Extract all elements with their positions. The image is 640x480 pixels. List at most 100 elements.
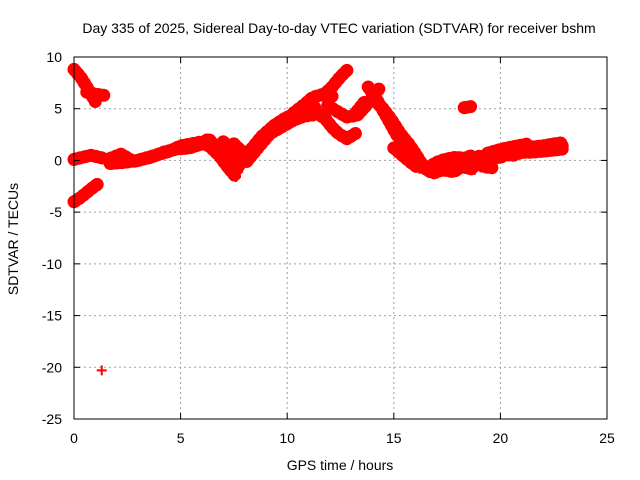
data-point-3-2 (81, 187, 92, 198)
data-point-10-3 (277, 121, 288, 132)
y-tick-label-5: 0 (54, 152, 62, 168)
data-point-8-0 (228, 138, 239, 149)
data-point-21-1 (465, 101, 476, 112)
y-axis-label: SDTVAR / TECUs (5, 183, 21, 295)
data-point-11-0 (288, 107, 299, 118)
data-point-2-2 (86, 150, 97, 161)
data-point-11-1 (299, 99, 310, 110)
series-arc-22 (457, 100, 478, 115)
data-point-16-1 (371, 94, 382, 105)
data-point-13-1 (326, 81, 337, 92)
x-tick-label-0: 0 (70, 430, 78, 446)
data-point-6-2 (132, 155, 143, 166)
data-point-25-3 (506, 147, 517, 158)
data-point-9-0 (233, 161, 244, 172)
data-point-15-0 (348, 110, 359, 121)
plot-frame (73, 56, 608, 420)
series-markers-20 (442, 158, 482, 177)
data-point-7-0 (218, 136, 229, 147)
series-arc-3 (67, 148, 111, 166)
x-tick-label-3: 15 (386, 430, 402, 446)
data-point-25-1 (484, 153, 495, 164)
data-point-10-2 (265, 128, 276, 139)
data-point-6-7 (196, 138, 207, 149)
data-point-12-2 (326, 122, 337, 133)
y-tick-label-7: 10 (46, 49, 62, 65)
x-axis-label: GPS time / hours (287, 457, 394, 473)
data-point-15-1 (358, 97, 369, 108)
data-point-21-0 (459, 102, 470, 113)
data-point-13-3 (341, 65, 352, 76)
series-arc-13 (310, 106, 362, 146)
series-arc-14 (316, 63, 354, 102)
data-point-6-1 (118, 157, 129, 168)
series-markers-13 (316, 63, 354, 102)
y-tick-label-3: -10 (42, 256, 62, 272)
data-point-10-5 (299, 110, 310, 121)
data-point-6-4 (158, 147, 169, 158)
data-point-10-1 (254, 140, 265, 151)
x-tick-label-2: 10 (279, 430, 295, 446)
data-point-0-1 (75, 71, 86, 82)
data-point-11-2 (307, 92, 318, 103)
data-point-17-1 (397, 150, 408, 161)
data-point-25-2 (495, 152, 506, 163)
x-tick-label-1: 5 (177, 430, 185, 446)
data-point-19-0 (429, 167, 440, 178)
data-point-17-2 (405, 157, 416, 168)
data-point-6-5 (171, 144, 182, 155)
series-arc-21 (442, 158, 482, 177)
data-point-12-4 (341, 133, 352, 144)
x-tick-label-4: 20 (493, 430, 509, 446)
data-point-6-8 (203, 133, 214, 144)
plot-area (67, 62, 569, 376)
data-point-26-0 (525, 141, 536, 152)
series-markers-26 (523, 139, 569, 158)
series-arc-5 (96, 365, 107, 376)
data-point-20-0 (444, 163, 455, 174)
data-point-10-0 (241, 156, 252, 167)
data-point-20-1 (452, 159, 463, 170)
data-point-25-0 (474, 151, 485, 162)
data-point-13-0 (318, 90, 329, 101)
data-point-17-0 (388, 143, 399, 154)
series-arc-2 (80, 85, 111, 102)
x-tick-label-5: 25 (599, 430, 615, 446)
data-point-1-1 (90, 89, 101, 100)
data-point-12-5 (350, 128, 361, 139)
data-point-18-2 (439, 154, 450, 165)
data-point-26-2 (546, 141, 557, 152)
data-point-12-3 (333, 128, 344, 139)
y-tick-label-1: -20 (42, 359, 62, 375)
data-point-6-0 (105, 158, 116, 169)
data-point-3-4 (92, 179, 103, 190)
data-point-6-9 (213, 145, 224, 156)
data-point-20-2 (461, 162, 472, 173)
data-point-2-1 (77, 152, 88, 163)
series-arc-11 (240, 108, 320, 168)
data-point-1-2 (98, 90, 109, 101)
data-point-14-0 (322, 100, 333, 111)
data-point-12-1 (320, 114, 331, 125)
data-point-6-6 (184, 143, 195, 154)
data-point-13-2 (335, 71, 346, 82)
chart-title: Day 335 of 2025, Sidereal Day-to-day VTE… (82, 20, 595, 36)
data-point-6-3 (145, 152, 156, 163)
data-point-26-3 (557, 140, 568, 151)
series-arc-7 (103, 132, 245, 179)
axis-ticks: 0 5 10 15 20 25 -25 -20 -15 -10 -5 0 5 10 (42, 49, 615, 446)
data-point-4-0 (96, 365, 107, 376)
series-arc-4 (67, 177, 104, 209)
data-point-3-1 (75, 192, 86, 203)
y-tick-label-0: -25 (42, 411, 62, 427)
data-point-16-0 (363, 81, 374, 92)
data-point-14-1 (331, 105, 342, 116)
y-tick-label-4: -5 (50, 204, 63, 220)
data-point-16-2 (382, 113, 393, 124)
data-point-26-1 (535, 146, 546, 157)
data-point-16-3 (390, 128, 401, 139)
y-tick-label-2: -15 (42, 308, 62, 324)
y-tick-label-6: 5 (54, 101, 62, 117)
data-point-12-0 (312, 107, 323, 118)
